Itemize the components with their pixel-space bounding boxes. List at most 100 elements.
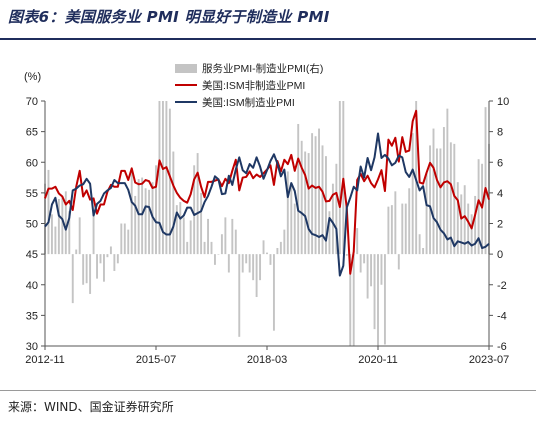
spread-bar — [141, 177, 144, 255]
spread-bar — [321, 145, 324, 255]
spread-bar — [318, 128, 320, 255]
spread-bar — [418, 234, 421, 255]
spread-bars — [44, 101, 490, 347]
spread-bar — [425, 172, 428, 255]
spread-bar — [158, 101, 161, 255]
spread-bar — [61, 197, 64, 255]
spread-bar — [109, 246, 112, 255]
spread-bar — [359, 254, 362, 273]
spread-bar — [161, 101, 164, 255]
spread-bar — [148, 189, 151, 255]
spread-bar — [436, 148, 438, 255]
spread-bar — [47, 169, 50, 255]
spread-bar — [387, 206, 390, 255]
spread-bar — [474, 195, 477, 255]
spread-bar — [207, 218, 209, 255]
spread-bar — [373, 254, 376, 330]
spread-bar — [179, 202, 182, 255]
spread-bar — [370, 254, 373, 287]
spread-bar — [304, 151, 307, 255]
spread-bar — [477, 159, 480, 255]
spread-bar — [307, 153, 310, 255]
spread-bar — [377, 254, 379, 347]
spread-bar — [411, 133, 414, 255]
x-tick-label: 2015-07 — [136, 354, 176, 366]
spread-bar — [404, 203, 407, 255]
spread-bar — [89, 254, 92, 294]
chart-title: 图表6：美国服务业 PMI 明显好于制造业 PMI — [8, 8, 330, 26]
spread-bar — [220, 234, 223, 255]
right-tick-label: -4 — [497, 310, 507, 322]
spread-bar — [383, 254, 386, 345]
spread-bar — [439, 148, 442, 255]
spread-bar — [175, 205, 178, 255]
spread-bar — [224, 217, 227, 255]
spread-bar — [366, 254, 369, 299]
spread-bar — [248, 254, 251, 273]
spread-bar — [127, 229, 130, 255]
left-tick-label: 35 — [26, 310, 38, 322]
spread-bar — [245, 254, 248, 264]
spread-bar — [456, 182, 459, 255]
spread-bar — [394, 191, 397, 255]
spread-bar — [331, 183, 334, 255]
spread-bar — [234, 229, 237, 255]
spread-bar — [470, 214, 473, 255]
x-tick-label: 2020-11 — [358, 354, 398, 366]
spread-bar — [193, 165, 196, 255]
legend-label: 美国:ISM制造业PMI — [202, 96, 295, 109]
spread-bar — [463, 185, 466, 255]
left-tick-label: 60 — [26, 157, 38, 169]
right-tick-label: 6 — [497, 157, 503, 169]
spread-bar — [214, 254, 216, 265]
spread-bar — [276, 248, 279, 255]
spread-bar — [231, 218, 234, 255]
left-tick-label: 55 — [26, 188, 38, 200]
title-divider — [0, 38, 536, 40]
spread-bar — [286, 171, 289, 255]
spread-bar — [390, 205, 393, 255]
spread-bar — [92, 211, 95, 255]
pmi-lines — [44, 109, 490, 277]
left-tick-label: 40 — [26, 280, 38, 292]
right-tick-label: 2 — [497, 219, 503, 231]
spread-bar — [210, 241, 213, 255]
axes: 30 35 40 45 50 55 60 65 70 -6 -4 -2 0 2 4 6 8 10 (%) 2012-1… — [24, 71, 509, 366]
spread-bar — [134, 195, 137, 255]
spread-bar — [259, 254, 262, 281]
spread-bar — [356, 228, 359, 255]
spread-bar — [432, 128, 435, 255]
spread-bar — [272, 254, 275, 331]
x-tick-label: 2018-03 — [247, 354, 287, 366]
right-tick-label: 10 — [497, 96, 509, 108]
spread-bar — [349, 254, 352, 347]
spread-bar — [103, 254, 105, 282]
spread-bar — [325, 156, 327, 255]
spread-bar — [429, 145, 431, 255]
spread-bar — [182, 217, 185, 255]
spread-bar — [297, 123, 300, 255]
legend-swatch-bar — [175, 64, 197, 73]
spread-bar — [484, 107, 487, 255]
source-note: 来源：WIND、国金证券研究所 — [8, 400, 174, 414]
spread-bar — [314, 136, 317, 255]
spread-bar — [279, 241, 282, 255]
spread-bar — [172, 151, 175, 255]
spread-bar — [300, 140, 303, 255]
spread-bar — [352, 254, 355, 347]
spread-bar — [120, 223, 123, 255]
spread-bar — [453, 143, 456, 255]
spread-bar — [144, 188, 147, 255]
spread-bar — [283, 229, 286, 255]
spread-bar — [338, 101, 341, 255]
spread-bar — [311, 133, 314, 255]
spread-bar — [328, 211, 331, 255]
spread-bar — [75, 249, 78, 255]
x-tick-label: 2012-11 — [25, 354, 65, 366]
right-tick-label: 0 — [497, 249, 503, 261]
spread-bar — [71, 254, 74, 304]
spread-bar — [82, 254, 85, 285]
spread-bar — [262, 240, 265, 255]
spread-bar — [335, 163, 338, 255]
pmi-chart: 30 35 40 45 50 55 60 65 70 -6 -4 -2 0 2 4 6 8 10 (%) 2012-1… — [24, 62, 509, 366]
